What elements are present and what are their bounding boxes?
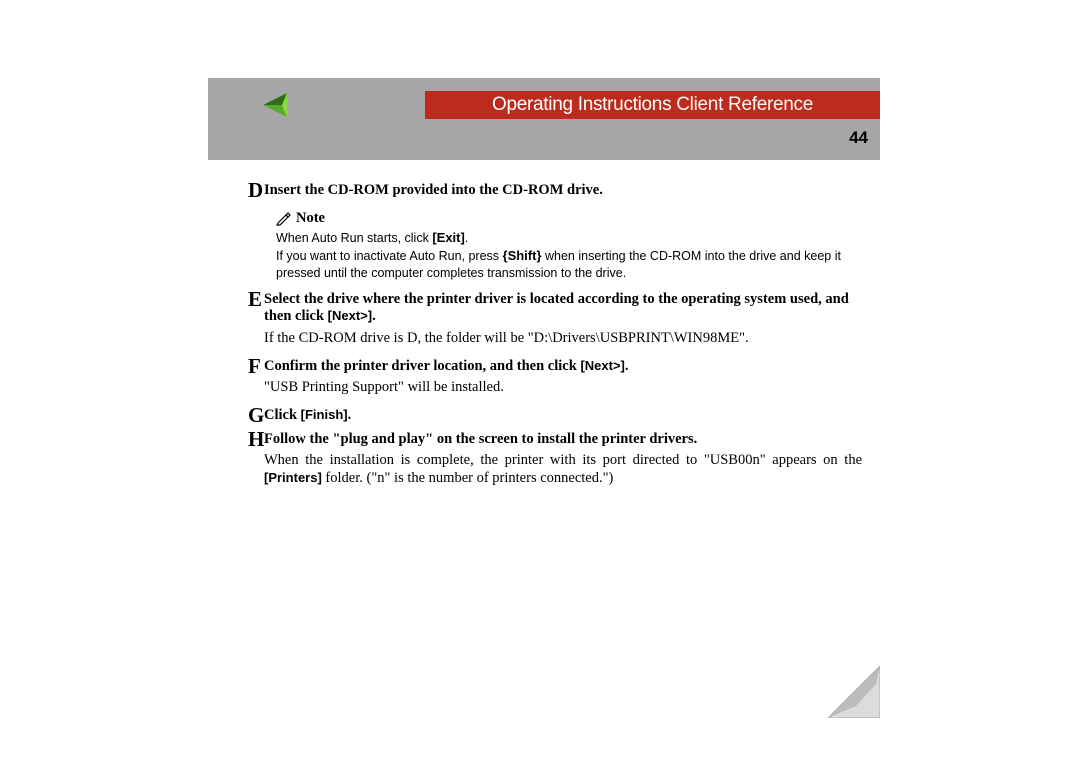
step-letter: F <box>248 354 261 380</box>
step-letter: E <box>248 287 262 313</box>
page-number: 44 <box>849 128 868 148</box>
step-h: H Follow the "plug and play" on the scre… <box>248 431 862 488</box>
document-page: Operating Instructions Client Reference … <box>208 78 880 718</box>
exit-button-label: [Exit] <box>432 230 465 245</box>
page-curl-icon[interactable] <box>828 666 880 718</box>
header-title: Operating Instructions Client Reference <box>492 94 813 116</box>
step-d: D Insert the CD-ROM provided into the CD… <box>248 182 862 200</box>
step-body: "USB Printing Support" will be installed… <box>264 379 862 397</box>
step-title: Select the drive where the printer drive… <box>264 291 849 325</box>
step-title: Click [Finish]. <box>264 407 351 423</box>
step-letter: D <box>248 178 263 204</box>
next-button-label: [Next>] <box>580 358 624 373</box>
header-title-bar: Operating Instructions Client Reference <box>425 91 880 119</box>
step-body: When the installation is complete, the p… <box>264 452 862 487</box>
back-arrow-icon[interactable] <box>260 90 290 120</box>
step-f: F Confirm the printer driver location, a… <box>248 358 862 397</box>
step-letter: H <box>248 427 264 453</box>
content-area: D Insert the CD-ROM provided into the CD… <box>208 160 880 488</box>
step-g: G Click [Finish]. <box>248 407 862 425</box>
next-button-label: [Next>] <box>328 308 372 323</box>
step-e: E Select the drive where the printer dri… <box>248 291 862 348</box>
printers-folder-label: [Printers] <box>264 470 322 485</box>
step-title: Confirm the printer driver location, and… <box>264 358 629 374</box>
note-label: Note <box>296 210 325 228</box>
shift-key-label: {Shift} <box>503 248 542 263</box>
note-block: Note When Auto Run starts, click [Exit].… <box>276 210 862 281</box>
step-letter: G <box>248 403 264 429</box>
step-body: If the CD-ROM drive is D, the folder wil… <box>264 330 862 348</box>
note-body: When Auto Run starts, click [Exit]. If y… <box>276 230 862 280</box>
note-header: Note <box>276 210 862 228</box>
finish-button-label: [Finish] <box>301 407 348 422</box>
pencil-icon <box>276 212 292 226</box>
header-band: Operating Instructions Client Reference … <box>208 78 880 160</box>
step-title: Follow the "plug and play" on the screen… <box>264 431 697 447</box>
step-title: Insert the CD-ROM provided into the CD-R… <box>264 182 603 198</box>
